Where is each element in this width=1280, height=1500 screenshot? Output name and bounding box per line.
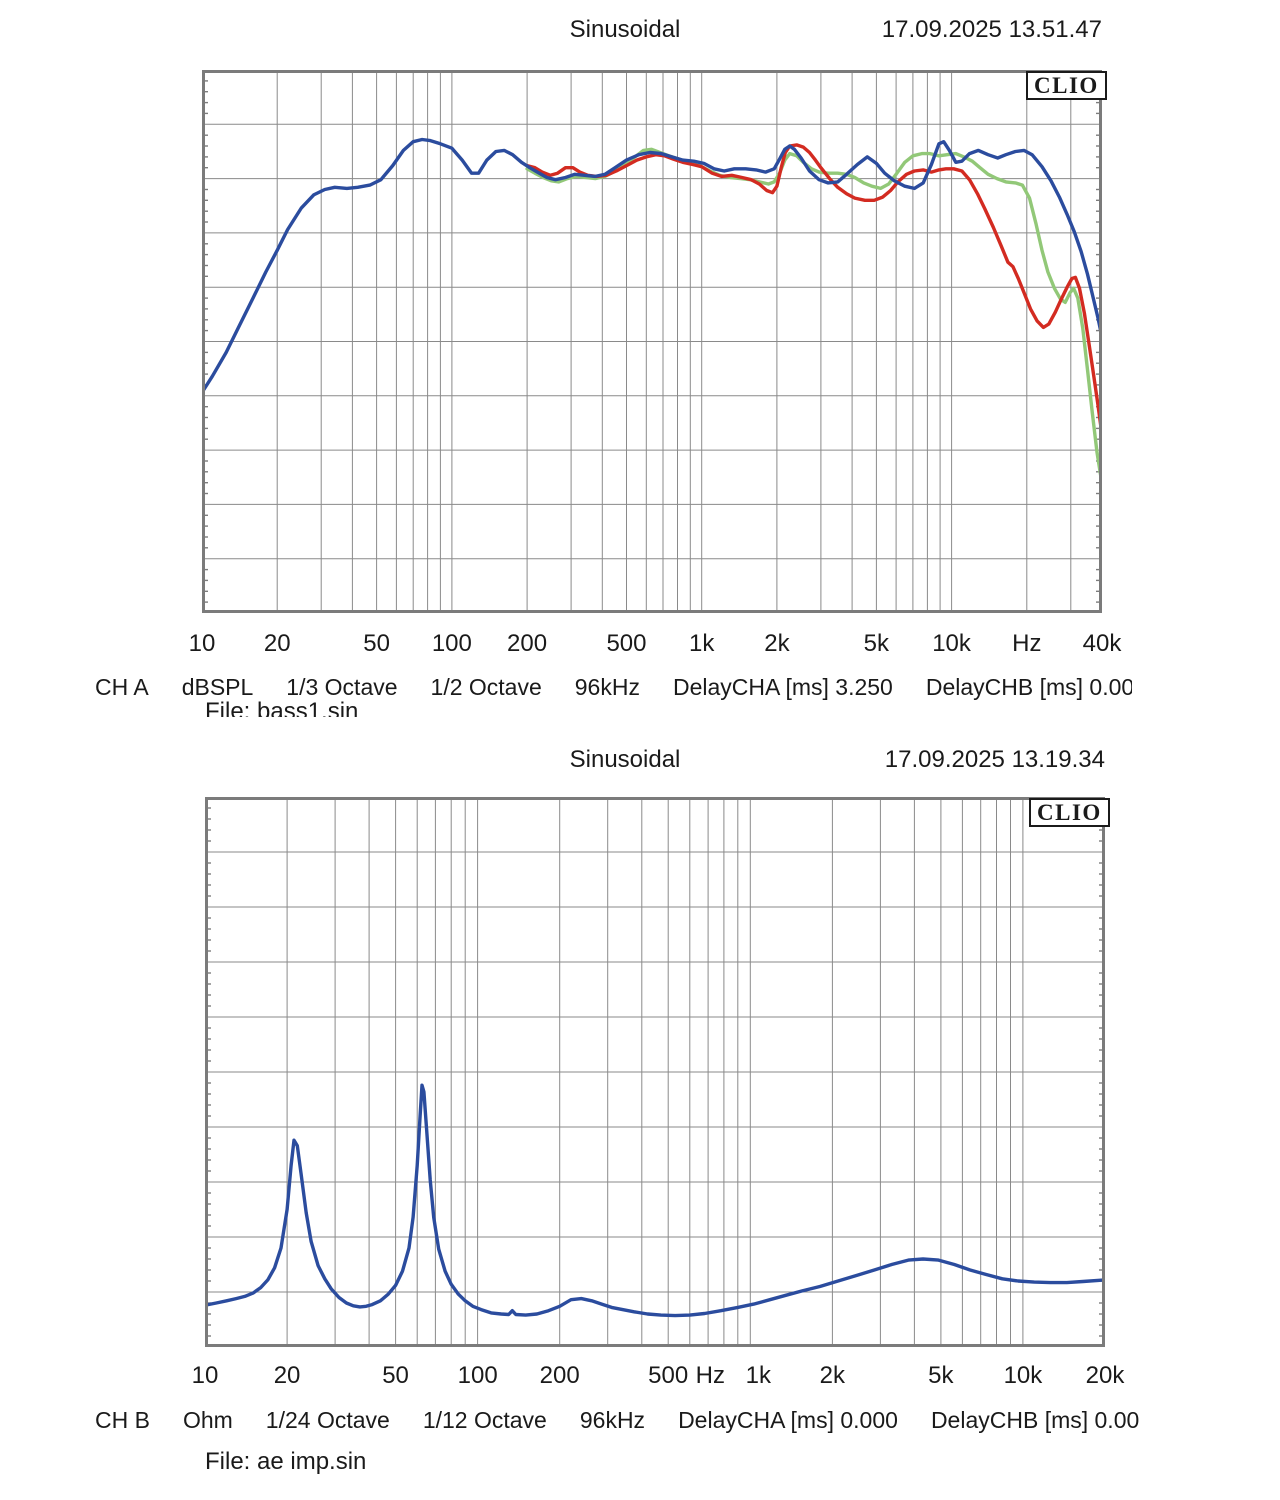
plot-border <box>205 797 1105 1347</box>
series-blue <box>205 1083 1105 1318</box>
x-tick-label: 100 <box>457 1362 498 1389</box>
x-tick-label: 40k <box>1082 630 1122 657</box>
x-tick-label: 500 <box>606 630 647 657</box>
chart2-status-line: CH B Ohm 1/24 Octave 1/12 Octave 96kHz D… <box>95 1407 1139 1434</box>
chart1-status-line: CH A dBSPL 1/3 Octave 1/2 Octave 96kHz D… <box>95 674 1132 701</box>
chart2-title: Sinusoidal <box>569 746 681 773</box>
chart1-file-label: File: bass1.sin <box>205 698 359 717</box>
x-tick-label: 50 <box>382 1362 409 1389</box>
chart2-file-label: File: ae imp.sin <box>205 1448 367 1475</box>
x-tick-label: 10 <box>188 630 216 657</box>
x-tick-label: 10 <box>191 1362 219 1389</box>
x-tick-label: 100 <box>431 630 472 657</box>
x-tick-label: 200 <box>507 630 548 657</box>
x-tick-label: 20 <box>273 1362 301 1389</box>
x-tick-label: 20 <box>263 630 291 657</box>
smoothing-b-label: 1/2 Octave <box>430 674 542 700</box>
smoothing-a-label: 1/3 Octave <box>286 674 398 700</box>
x-tick-label: Hz <box>695 1362 725 1389</box>
smoothing-a-label: 1/24 Octave <box>265 1407 390 1433</box>
x-tick-label: 10k <box>932 630 971 657</box>
x-tick-label: 2k <box>764 630 790 657</box>
chart1-timestamp: 17.09.2025 13.51.47 <box>881 16 1102 43</box>
delay-cha-label: DelayCHA [ms] 3.250 <box>672 674 893 700</box>
grid <box>205 797 1105 1347</box>
series-green <box>525 147 1102 486</box>
x-tick-label: 500 <box>648 1362 689 1389</box>
plot-border <box>202 70 1102 613</box>
x-tick-label: Hz <box>1012 630 1042 657</box>
sample-rate-label: 96kHz <box>574 674 640 700</box>
unit-label: dBSPL <box>181 674 254 700</box>
x-tick-label: 5k <box>863 630 890 657</box>
channel-label: CH B <box>95 1407 150 1433</box>
x-tick-label: 5k <box>928 1362 954 1389</box>
clio-logo: CLIO <box>1029 798 1110 827</box>
x-tick-label: 1k <box>745 1362 771 1389</box>
delay-cha-label: DelayCHA [ms] 0.000 <box>678 1407 898 1433</box>
impedance-plot <box>205 797 1105 1347</box>
chart2-timestamp: 17.09.2025 13.19.34 <box>884 746 1105 773</box>
x-tick-label: 2k <box>819 1362 846 1389</box>
x-tick-label: 200 <box>539 1362 580 1389</box>
x-tick-label: 1k <box>689 630 715 657</box>
sample-rate-label: 96kHz <box>579 1407 646 1433</box>
delay-chb-label: DelayCHB [ms] 0.000 <box>930 1407 1139 1433</box>
unit-label: Ohm <box>182 1407 233 1433</box>
x-tick-label: 10k <box>1003 1362 1043 1389</box>
channel-label: CH A <box>95 674 149 700</box>
grid <box>202 70 1102 613</box>
clio-logo: CLIO <box>1026 71 1107 100</box>
chart1-title: Sinusoidal <box>569 16 681 43</box>
delay-chb-label: DelayCHB [ms] 0.000 <box>925 674 1132 700</box>
series-red <box>525 143 1102 437</box>
series-blue <box>202 137 1102 395</box>
smoothing-b-label: 1/12 Octave <box>422 1407 547 1433</box>
spl-frequency-response-plot <box>202 70 1102 613</box>
x-tick-label: 20k <box>1085 1362 1125 1389</box>
x-tick-label: 50 <box>363 630 390 657</box>
